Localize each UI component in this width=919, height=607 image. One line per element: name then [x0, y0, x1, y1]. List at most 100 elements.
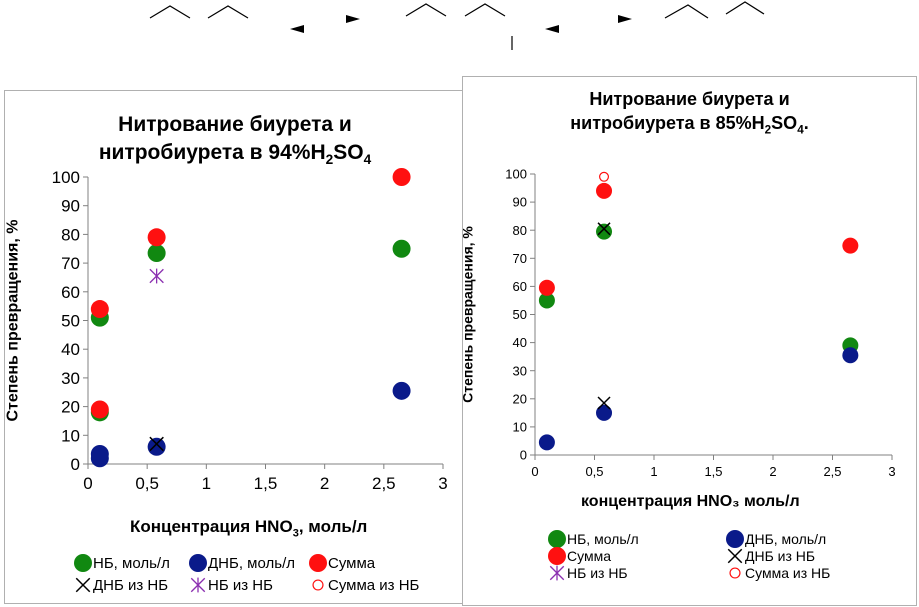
chart-title: Нитрование биурета и нитробиурета в 94%H…: [5, 111, 465, 170]
point-1: [538, 434, 555, 451]
x-axis-label: Концентрация HNO3, моль/л: [130, 517, 368, 540]
legend-marker: [190, 577, 206, 593]
point-3: [597, 222, 611, 236]
legend-label: ДНБ из НБ: [745, 548, 816, 564]
y-tick-label: 0: [520, 448, 527, 463]
legend-item: НБ из НБ: [547, 563, 628, 583]
x-tick-label: 2: [769, 464, 776, 479]
structure-fragments: [149, 1, 765, 50]
legend-marker: [727, 548, 743, 564]
legend-marker: [74, 554, 92, 572]
x-tick-label: 0: [531, 464, 538, 479]
legend-item: НБ, моль/л: [73, 553, 170, 573]
chart-panel-94: Нитрование биурета и нитробиурета в 94%H…: [4, 90, 466, 604]
x-tick-label: 1: [202, 474, 211, 493]
point-5: [599, 171, 610, 182]
legend-item: Сумма: [547, 546, 611, 566]
x-tick-label: 1,5: [704, 464, 722, 479]
x-axis-label: концентрация HNO₃ моль/л: [581, 493, 800, 510]
legend-item: Сумма из НБ: [308, 575, 419, 595]
legend-marker: [548, 530, 566, 548]
legend-marker-shape: [549, 565, 565, 581]
legend-label: НБ, моль/л: [93, 554, 170, 572]
point-2: [538, 279, 555, 296]
legend-label: ДНБ, моль/л: [745, 531, 827, 547]
point-4: [149, 268, 164, 284]
point-2: [90, 400, 109, 419]
legend-marker-shape: [729, 567, 741, 579]
point-1: [147, 437, 166, 456]
legend-marker-shape: [312, 579, 324, 591]
point-1: [596, 404, 613, 421]
x-tick-label: 0,5: [135, 474, 159, 493]
legend-label: Сумма: [567, 548, 611, 564]
point-2: [90, 300, 109, 319]
legend-label: НБ из НБ: [567, 565, 628, 581]
title-line-2: нитробиурета в 94%H2SO4: [98, 141, 372, 168]
point-1: [90, 444, 109, 463]
legend-item: Сумма: [308, 553, 375, 573]
title-line-1: Нитрование биурета и: [589, 89, 790, 109]
title-line-1: Нитрование биурета и: [118, 113, 352, 136]
point-1: [842, 347, 859, 364]
y-tick-label: 90: [61, 197, 80, 216]
legend-label: НБ, моль/л: [567, 531, 639, 547]
y-tick-label: 10: [513, 419, 527, 434]
legend-label: Сумма из НБ: [745, 565, 831, 581]
legend-label: Сумма из НБ: [328, 576, 420, 594]
x-tick-label: 0: [83, 474, 92, 493]
legend-item: НБ, моль/л: [547, 529, 639, 549]
point-0: [538, 292, 555, 309]
chart-title: Нитрование биурета и нитробиурета в 85%H…: [463, 87, 916, 139]
legend-marker-shape: [726, 530, 744, 548]
y-tick-label: 70: [513, 251, 527, 266]
legend-label: Сумма: [328, 554, 376, 572]
y-tick-label: 50: [513, 307, 527, 322]
legend-marker: [726, 530, 744, 548]
chart-panel-85: Нитрование биурета и нитробиурета в 85%H…: [460, 76, 917, 606]
legend-item: Сумма из НБ: [725, 563, 830, 583]
y-axis-label: Степень превращения, %: [460, 226, 476, 403]
legend-item: ДНБ из НБ: [73, 575, 168, 595]
legend-marker: [729, 567, 741, 579]
legend-marker-shape: [309, 554, 327, 572]
y-tick-label: 30: [513, 363, 527, 378]
y-tick-label: 20: [61, 398, 80, 417]
point-2: [596, 182, 613, 199]
title-line-2: нитробиурета в 85%H2SO4.: [570, 113, 809, 137]
scatter-plot: 0 10 20 30 40 50 60 70 80 90 100 0 0,5 1 1,5 2 2,5 3 Степе…: [4, 168, 447, 493]
y-tick-label: 100: [505, 167, 527, 182]
legend-label: ДНБ из НБ: [93, 576, 169, 594]
legend-marker: [189, 554, 207, 572]
legend-marker: [548, 547, 566, 565]
x-tick-label: 2,5: [372, 474, 396, 493]
y-tick-label: 80: [61, 225, 80, 244]
legend-label: ДНБ, моль/л: [208, 554, 295, 572]
y-tick-label: 0: [71, 455, 80, 474]
y-tick-label: 20: [513, 391, 527, 406]
legend-marker-shape: [548, 547, 566, 565]
legend-marker-shape: [189, 554, 207, 572]
point-3: [597, 396, 611, 410]
point-3: [149, 436, 164, 452]
point-2: [842, 237, 859, 254]
legend-label: НБ из НБ: [208, 576, 273, 594]
point-2: [392, 168, 411, 186]
legend-marker-shape: [548, 530, 566, 548]
legend-item: НБ из НБ: [188, 575, 273, 595]
point-0: [392, 239, 411, 258]
legend-marker: [75, 577, 91, 593]
legend-marker-shape: [74, 554, 92, 572]
legend-marker-shape: [75, 577, 91, 593]
x-tick-label: 0,5: [585, 464, 603, 479]
x-tick-label: 3: [888, 464, 895, 479]
point-0: [147, 244, 166, 263]
x-tick-label: 2,5: [823, 464, 841, 479]
y-tick-label: 60: [61, 283, 80, 302]
legend-marker: [549, 565, 565, 581]
y-tick-label: 80: [513, 223, 527, 238]
legend-marker-shape: [727, 548, 743, 564]
scatter-plot: 0 10 20 30 40 50 60 70 80 90 100 0 0,5 1 1,5 2 2,5 3 Степе…: [460, 167, 896, 479]
point-0: [596, 223, 613, 240]
x-tick-label: 1: [650, 464, 657, 479]
